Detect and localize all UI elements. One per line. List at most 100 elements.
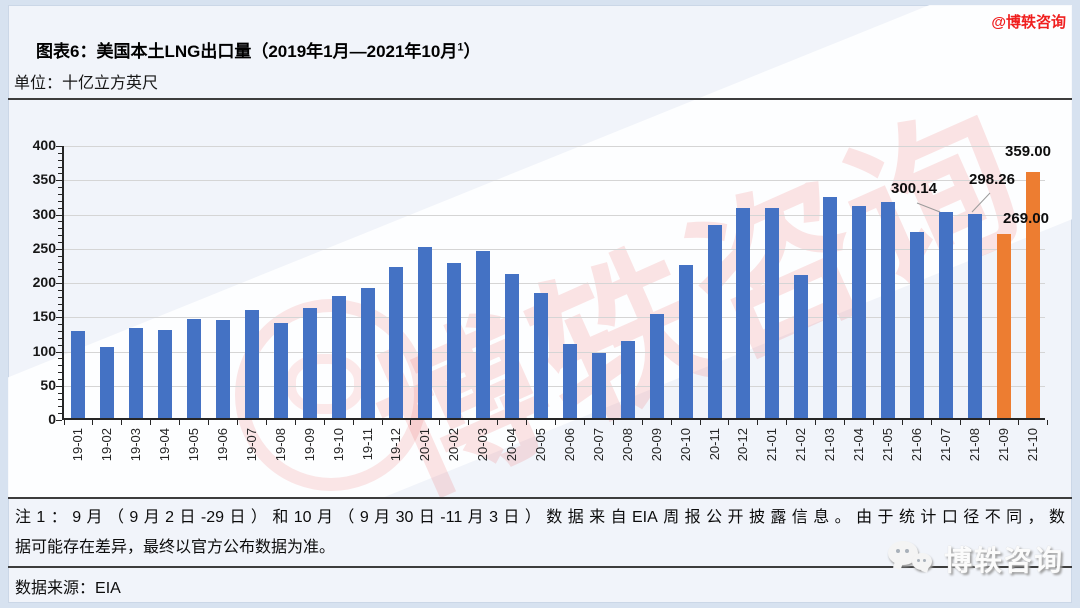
- y-tick: [58, 413, 62, 415]
- data-label-298.26: 298.26: [969, 171, 1015, 188]
- x-tick: [786, 420, 788, 425]
- gridline-300: [64, 214, 1045, 216]
- y-tick: [58, 406, 62, 408]
- bar-21-05: [880, 201, 895, 418]
- x-tick: [294, 420, 296, 425]
- footnote-line-1: 注1：9月（9月2日-29日）和10月（9月30日-11月3日）数据来自EIA周…: [15, 509, 1065, 526]
- y-tick: [58, 193, 62, 195]
- bar-21-03: [823, 197, 838, 418]
- x-tick: [930, 420, 932, 425]
- y-axis-label-150: 150: [32, 308, 56, 325]
- bar-20-03: [476, 250, 491, 418]
- x-tick: [323, 420, 325, 425]
- bar-20-05: [534, 293, 549, 418]
- x-axis-label-19-08: 19-08: [272, 428, 288, 462]
- x-tick: [468, 420, 470, 425]
- x-axis-label-19-01: 19-01: [70, 428, 86, 462]
- y-tick: [58, 221, 62, 223]
- x-tick: [612, 420, 614, 425]
- y-tick: [58, 166, 62, 168]
- x-axis-label-21-04: 21-04: [851, 428, 867, 462]
- x-axis-label-20-07: 20-07: [590, 428, 606, 462]
- bar-20-08: [620, 341, 635, 418]
- chart-title-text: 图表6：美国本土LNG出口量（2019年1月—2021年10月: [36, 42, 458, 61]
- wechat-bubbles-icon: [886, 539, 936, 579]
- y-tick: [58, 228, 62, 230]
- x-tick: [728, 420, 730, 425]
- x-axis-label-19-05: 19-05: [186, 428, 202, 462]
- data-source-label: 数据来源：: [15, 580, 96, 597]
- data-label-300.14: 300.14: [891, 180, 937, 197]
- y-tick: [56, 420, 62, 421]
- y-axis-label-0: 0: [48, 411, 56, 427]
- x-tick: [179, 420, 181, 425]
- x-tick: [150, 420, 152, 425]
- x-axis-label-20-05: 20-05: [533, 428, 549, 462]
- y-axis-label-400: 400: [32, 137, 56, 153]
- y-tick: [58, 159, 62, 161]
- bar-19-04: [158, 330, 173, 418]
- y-tick: [58, 255, 62, 257]
- x-tick: [381, 420, 383, 425]
- x-axis-label-20-01: 20-01: [417, 428, 433, 462]
- y-tick: [58, 173, 62, 175]
- x-tick: [844, 420, 846, 425]
- x-axis-label-21-01: 21-01: [764, 428, 780, 462]
- y-tick: [58, 289, 62, 291]
- y-tick: [58, 310, 62, 312]
- x-tick: [208, 420, 210, 425]
- x-axis-label-20-03: 20-03: [475, 428, 491, 462]
- bar-20-06: [562, 344, 577, 418]
- data-label-359.00: 359.00: [1005, 143, 1051, 160]
- y-axis-label-100: 100: [32, 342, 56, 359]
- y-tick: [58, 200, 62, 202]
- y-tick: [56, 283, 62, 284]
- y-axis-label-250: 250: [32, 239, 56, 256]
- y-tick: [58, 337, 62, 339]
- source-divider: [8, 566, 1072, 568]
- x-tick: [757, 420, 759, 425]
- x-axis-label-19-09: 19-09: [301, 428, 317, 462]
- header-divider: [8, 98, 1072, 100]
- x-axis-label-19-10: 19-10: [330, 428, 346, 462]
- bar-21-02: [794, 274, 809, 418]
- y-tick: [58, 358, 62, 360]
- y-axis-label-350: 350: [32, 171, 56, 188]
- y-tick: [58, 392, 62, 394]
- gridline-50: [64, 385, 1045, 387]
- x-tick: [583, 420, 585, 425]
- y-tick: [58, 235, 62, 237]
- y-tick: [58, 187, 62, 189]
- data-source-value: EIA: [95, 580, 121, 597]
- chart-title: 图表6：美国本土LNG出口量（2019年1月—2021年10月1）: [36, 37, 480, 62]
- bar-20-02: [447, 263, 462, 418]
- x-tick: [901, 420, 903, 425]
- x-tick: [121, 420, 123, 425]
- top-right-brand-watermark: @博轶咨询: [991, 14, 1066, 31]
- y-axis-label-300: 300: [32, 205, 56, 222]
- y-tick: [56, 146, 62, 147]
- bar-21-08: [967, 213, 982, 418]
- x-tick: [497, 420, 499, 425]
- x-axis-label-21-10: 21-10: [1024, 428, 1040, 462]
- x-axis-label-20-06: 20-06: [561, 428, 577, 462]
- y-tick: [58, 207, 62, 209]
- note-divider: [8, 497, 1072, 499]
- bottom-right-brand-logo: 博轶咨询: [886, 539, 1064, 579]
- chart-title-suffix: ）: [463, 42, 481, 61]
- y-axis-label-50: 50: [40, 376, 56, 393]
- y-tick: [56, 385, 62, 387]
- x-axis-label-20-12: 20-12: [735, 428, 751, 462]
- bar-chart-plot-area: 0 50 100 150 200 250 300 350 400 19-01 19-02 19-03 1…: [33, 137, 1051, 461]
- bar-19-02: [100, 347, 115, 418]
- x-tick: [236, 420, 238, 425]
- bar-19-08: [273, 323, 288, 418]
- bar-20-01: [418, 246, 433, 418]
- x-axis-label-19-12: 19-12: [388, 428, 404, 462]
- x-axis-label-19-04: 19-04: [157, 428, 173, 462]
- y-tick: [58, 241, 62, 243]
- y-tick: [58, 378, 62, 380]
- bar-20-12: [736, 208, 751, 418]
- bar-19-12: [389, 267, 404, 418]
- bottom-right-brand-text: 博轶咨询: [943, 545, 1064, 576]
